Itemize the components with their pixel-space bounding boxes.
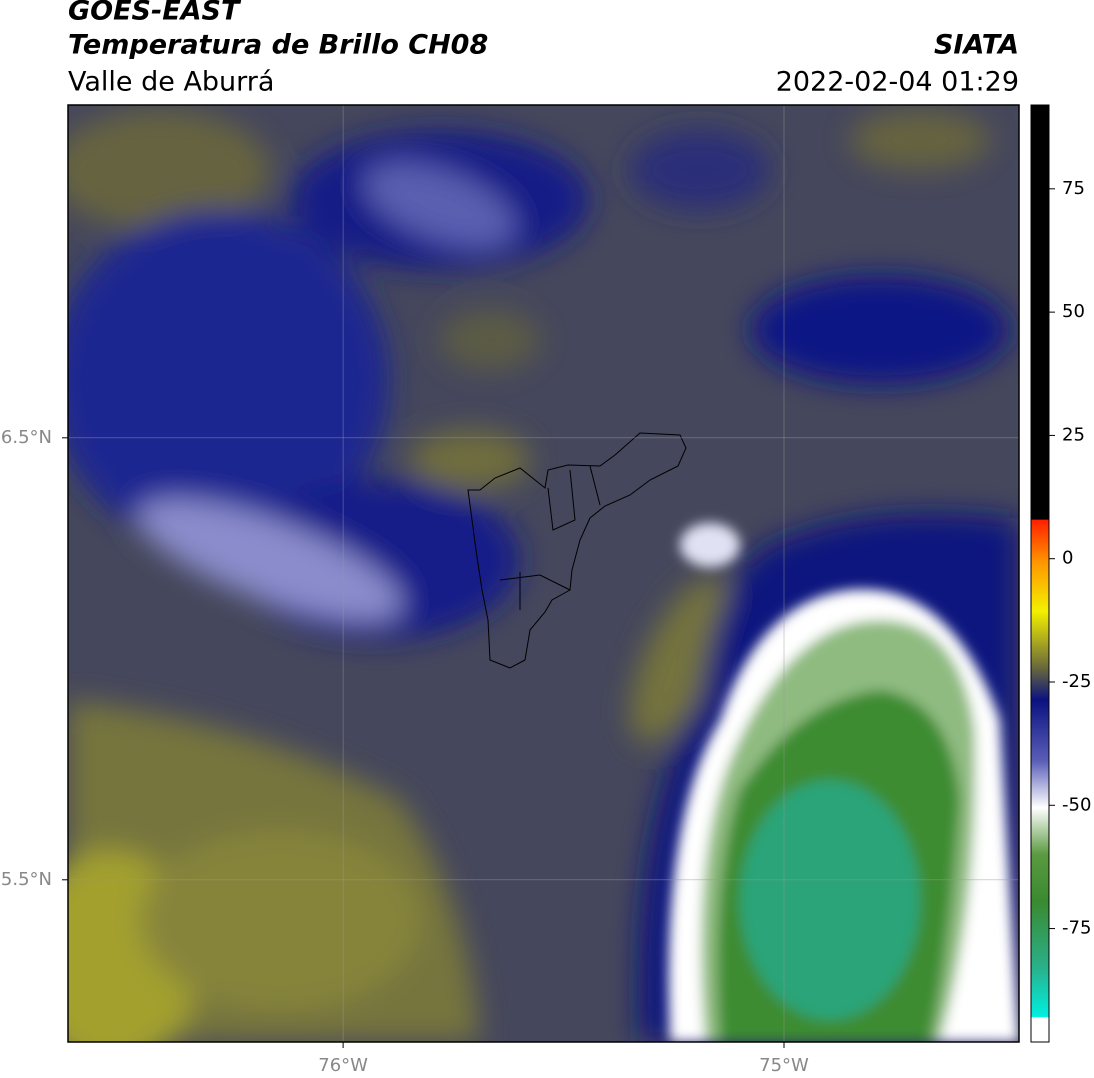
colorbar-tick-label: 0 xyxy=(1062,548,1073,569)
title: GOES-EAST xyxy=(68,0,242,27)
x-tick-label: 76°W xyxy=(318,1055,368,1076)
colorbar-tick-label: -25 xyxy=(1062,671,1091,692)
subtitle: Temperatura de Brillo CH08 xyxy=(68,30,488,61)
colorbar-tick-label: 75 xyxy=(1062,178,1085,199)
y-tick-label: 5.5°N xyxy=(1,869,52,890)
x-tick-label: 75°W xyxy=(759,1055,809,1076)
y-tick-label: 6.5°N xyxy=(1,427,52,448)
colorbar-tick-label: 25 xyxy=(1062,424,1085,445)
source: SIATA xyxy=(934,30,1019,61)
colorbar-tick-label: 50 xyxy=(1062,301,1085,322)
map-frame xyxy=(67,104,1020,1043)
colorbar xyxy=(1030,104,1050,1043)
timestamp: 2022-02-04 01:29 xyxy=(776,67,1019,98)
satellite-image xyxy=(68,105,1019,1042)
region: Valle de Aburrá xyxy=(68,67,274,98)
colorbar-tick-label: -75 xyxy=(1062,918,1091,939)
basin-outline xyxy=(467,432,687,669)
colorbar-tick-label: -50 xyxy=(1062,794,1091,815)
